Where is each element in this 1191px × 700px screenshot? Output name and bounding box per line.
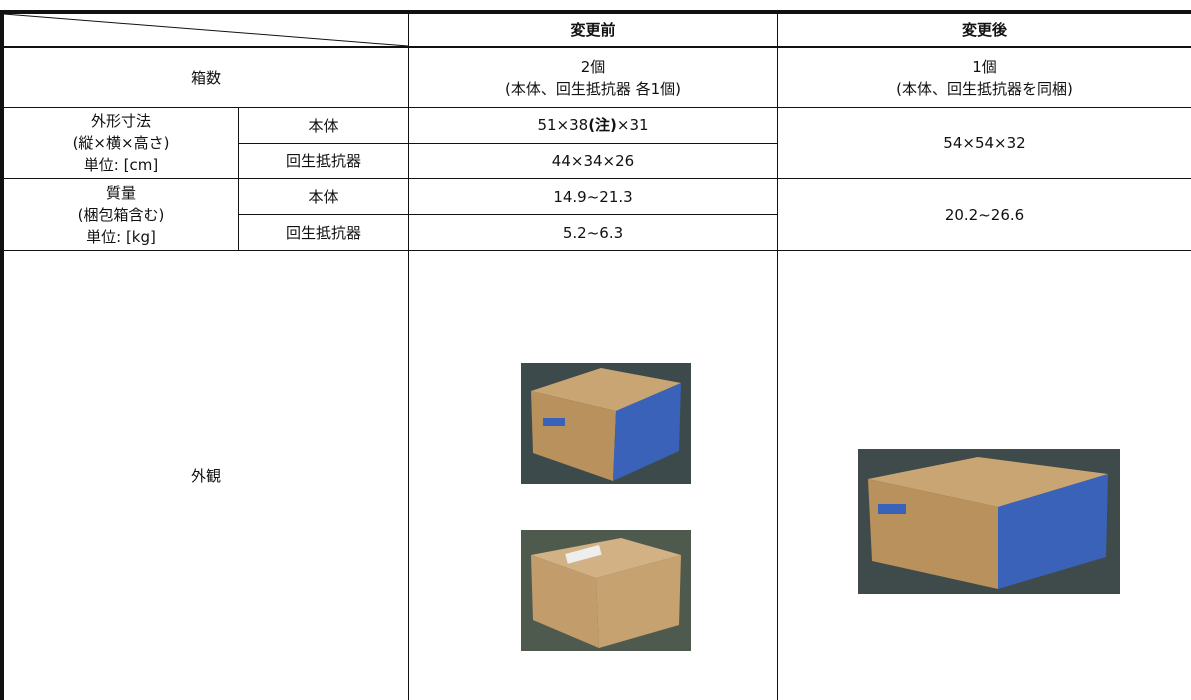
photo bbox=[521, 363, 691, 484]
diagonal bbox=[3, 13, 409, 47]
text: 2個 bbox=[580, 57, 606, 76]
sub-label: 回生抵抗器 bbox=[285, 152, 361, 170]
photo bbox=[521, 530, 691, 651]
border bbox=[238, 143, 777, 144]
cell: 1個 (本体、回生抵抗器を同梱) bbox=[778, 48, 1191, 107]
text: ×31 bbox=[616, 116, 649, 134]
cell: 54×54×32 bbox=[943, 134, 1026, 152]
cell: 14.9~21.3 bbox=[553, 187, 633, 206]
sub-label: 本体 bbox=[308, 187, 339, 206]
border bbox=[0, 46, 1191, 48]
border bbox=[238, 214, 777, 215]
border bbox=[0, 10, 4, 700]
cell: 2個 (本体、回生抵抗器 各1個) bbox=[409, 48, 777, 107]
text: (縦×横×高さ) bbox=[72, 134, 170, 152]
cell: 5.2~6.3 bbox=[562, 223, 624, 242]
text: 外形寸法 bbox=[90, 112, 151, 130]
cell: 20.2~26.6 bbox=[944, 205, 1025, 224]
border bbox=[0, 178, 1191, 179]
sub-label: 本体 bbox=[308, 116, 339, 135]
row-label: 外形寸法 (縦×横×高さ) 単位: [cm] bbox=[4, 108, 238, 178]
cell: 51×38(注)×31 bbox=[409, 108, 777, 143]
row-label: 外観 bbox=[190, 466, 221, 485]
text: 質量 bbox=[105, 183, 136, 202]
cell: 44×34×26 bbox=[551, 152, 635, 170]
text: 1個 bbox=[972, 57, 997, 76]
text: (梱包箱含む) bbox=[77, 205, 165, 224]
border bbox=[408, 10, 409, 700]
text: 51×38 bbox=[537, 116, 589, 134]
border bbox=[0, 10, 1191, 14]
border bbox=[0, 250, 1191, 251]
header-cell: 変更前 bbox=[570, 21, 616, 39]
text: 単位: [cm] bbox=[83, 156, 159, 174]
border bbox=[777, 10, 778, 700]
text: (本体、回生抵抗器を同梱) bbox=[896, 79, 1073, 98]
header-cell: 変更後 bbox=[961, 21, 1007, 39]
note: (注) bbox=[588, 116, 617, 134]
text: (本体、回生抵抗器 各1個) bbox=[504, 79, 682, 98]
text: 単位: [kg] bbox=[86, 227, 156, 246]
row-label: 質量 (梱包箱含む) 単位: [kg] bbox=[4, 179, 238, 250]
border bbox=[238, 107, 239, 250]
row-label: 箱数 bbox=[190, 68, 221, 87]
border bbox=[0, 107, 1191, 108]
photo bbox=[858, 449, 1120, 594]
sub-label: 回生抵抗器 bbox=[285, 223, 361, 242]
